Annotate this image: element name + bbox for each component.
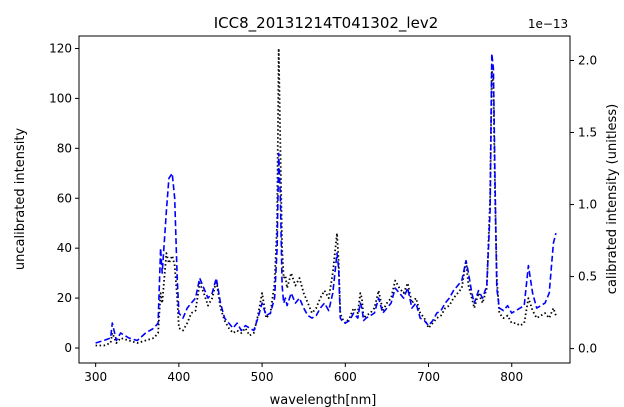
y2-tick-label: 0.5 [578, 270, 597, 284]
x-tick-label: 300 [84, 370, 107, 384]
y-tick-label: 120 [49, 41, 72, 55]
x-tick-label: 500 [251, 370, 274, 384]
y-axis-label: uncalibrated intensity [13, 128, 28, 271]
y-tick-label: 100 [49, 91, 72, 105]
y2-tick-label: 1.0 [578, 198, 597, 212]
x-tick-label: 600 [334, 370, 357, 384]
chart-title: ICC8_20131214T041302_lev2 [214, 14, 439, 33]
y-tick-label: 20 [57, 291, 72, 305]
y-tick-label: 0 [64, 341, 72, 355]
y2-tick-label: 0.0 [578, 342, 597, 356]
y2-tick-label: 2.0 [578, 53, 597, 67]
plot-frame [78, 35, 571, 364]
x-tick-label: 700 [417, 370, 440, 384]
x-tick-label: 800 [500, 370, 523, 384]
y2-tick-label: 1.5 [578, 126, 597, 140]
plot-layer: 300 400 500 600 700 800 0 20 40 60 80 100 120 0.0 0.5 1… [49, 35, 597, 384]
y-tick-label: 80 [57, 141, 72, 155]
y-tick-label: 60 [57, 191, 72, 205]
x-axis-label: wavelength[nm] [270, 393, 377, 407]
series-line-2 [95, 52, 557, 344]
y-tick-label: 40 [57, 241, 72, 255]
x-tick-label: 400 [167, 370, 190, 384]
y2-offset-text: 1e−13 [528, 17, 568, 31]
y2-axis-label: calibrated intensity (unitless) [605, 104, 620, 294]
series-line-1 [95, 47, 557, 347]
